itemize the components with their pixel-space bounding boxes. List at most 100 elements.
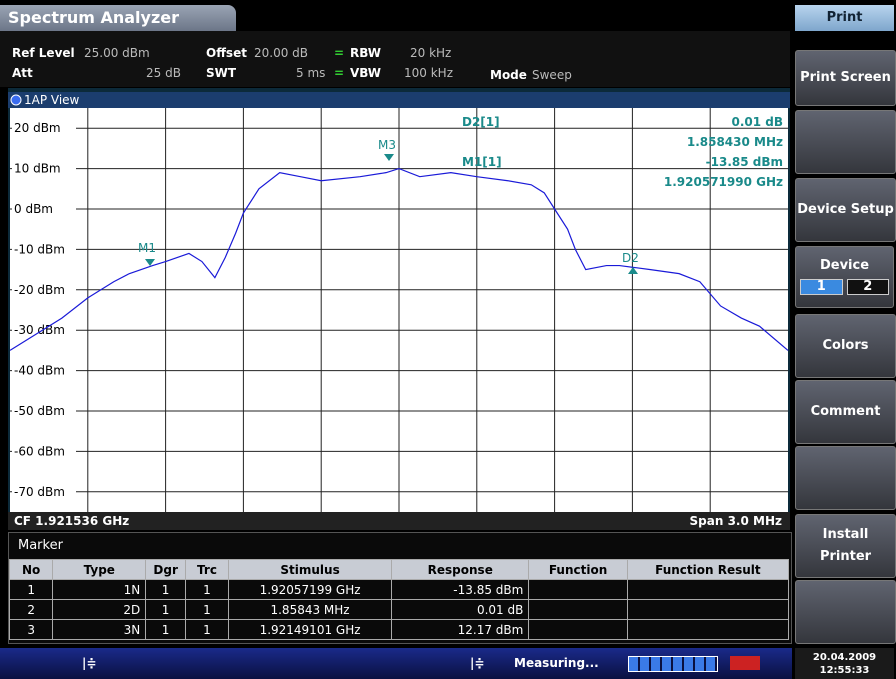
tick-label-bg [12, 281, 76, 298]
cell: 12.17 dBm [391, 619, 530, 640]
marker-row: 3 3N 1 1 1.92149101 GHz 12.17 dBm [8, 619, 790, 640]
marker-label: M3 [378, 138, 396, 152]
menu-title: Print [795, 5, 894, 31]
mode-value: Sweep [532, 68, 572, 82]
y-tick-label: 20 dBm [14, 121, 61, 135]
device-setup-button[interactable]: Device Setup [795, 178, 896, 242]
cell: 1 [145, 599, 187, 620]
button-label: Print Screen [800, 70, 891, 85]
vbw-value: 100 kHz [404, 66, 453, 80]
column-header: Response [391, 559, 530, 580]
span: Span 3.0 MHz [690, 514, 782, 528]
y-tick-label: -20 dBm [14, 283, 65, 297]
column-header: Stimulus [227, 559, 393, 580]
cell: 1 [145, 619, 187, 640]
cell [528, 619, 628, 640]
cell: 3 [8, 619, 54, 640]
column-header: Trc [185, 559, 229, 580]
app-tab[interactable]: Spectrum Analyzer [0, 5, 236, 31]
cell: -13.85 dBm [391, 579, 530, 600]
status-icon [730, 656, 760, 670]
button-label: Device [819, 258, 870, 273]
column-header: No [8, 559, 54, 580]
empty-button[interactable] [795, 446, 896, 510]
header-row: No Type Dgr Trc Stimulus Response Function Func… [8, 559, 790, 580]
y-tick-label: -30 dBm [14, 323, 65, 337]
marker-m1 [145, 259, 155, 266]
tick-label-bg [12, 201, 76, 217]
tick-label-bg [12, 403, 76, 419]
cell: 1N [52, 579, 147, 600]
button-label: Colors [822, 338, 869, 353]
cell: 1 [8, 579, 54, 600]
y-tick-label: 10 dBm [14, 162, 61, 176]
y-tick-label: -60 dBm [14, 444, 65, 458]
swt-label: SWT [206, 66, 237, 80]
comment-button[interactable]: Comment [795, 380, 896, 444]
coupling-icon: = [334, 66, 345, 80]
footer-bar [8, 512, 790, 530]
time: 12:55:33 [819, 665, 870, 676]
cell: 1 [185, 619, 229, 640]
mode-label: Mode [490, 68, 527, 82]
att-value: 25 dB [146, 66, 181, 80]
marker-info: 1.920571990 GHz [664, 175, 783, 189]
tick-label-bg [12, 241, 76, 258]
date: 20.04.2009 [812, 652, 877, 663]
scroll-icon[interactable]: |≑ [470, 656, 485, 670]
device-option[interactable]: 1 [800, 279, 843, 295]
tick-label-bg [12, 160, 76, 177]
y-tick-label: -10 dBm [14, 242, 65, 256]
rbw-value: 20 kHz [410, 46, 452, 60]
tick-label-bg [12, 322, 76, 339]
marker-m3 [384, 154, 394, 161]
device-option[interactable]: 2 [846, 279, 889, 295]
cell [626, 579, 790, 600]
rbw-label: RBW [350, 46, 381, 60]
column-header: Type [52, 559, 147, 580]
att-label: Att [12, 66, 33, 80]
trace [9, 167, 789, 351]
cell [528, 579, 628, 600]
install-printer-button[interactable]: Install Printer [795, 514, 896, 578]
tick-label-bg [12, 362, 76, 379]
settings-panel [0, 31, 790, 87]
status-text: Measuring... [514, 656, 599, 670]
offset-label: Offset [206, 46, 247, 60]
marker-info: D2[1] [462, 115, 500, 129]
scroll-icon[interactable]: |≑ [82, 656, 97, 670]
cell [626, 599, 790, 620]
cell: 3N [52, 619, 147, 640]
cell: 1 [145, 579, 187, 600]
cell: 0.01 dB [391, 599, 530, 620]
view-icon [10, 94, 22, 106]
offset-value: 20.00 dB [254, 46, 309, 60]
cell: 1 [185, 599, 229, 620]
ref-value: 25.00 dBm [84, 46, 150, 60]
y-tick-label: -40 dBm [14, 364, 65, 378]
marker-info: -13.85 dBm [706, 155, 783, 169]
button-label: Comment [810, 404, 881, 419]
marker-d2 [628, 267, 638, 274]
print-screen-button[interactable]: Print Screen [795, 50, 896, 106]
marker-title: Marker [18, 538, 63, 553]
y-tick-label: -50 dBm [14, 404, 65, 418]
button-label: Install Printer [819, 527, 872, 564]
progress-bar [628, 656, 718, 672]
empty-button[interactable] [795, 110, 896, 174]
colors-button[interactable]: Colors [795, 314, 896, 378]
clock: 20.04.2009 12:55:33 [795, 648, 894, 679]
cell: 2 [8, 599, 54, 620]
marker-label: M1 [138, 241, 156, 255]
tick-label-bg [12, 120, 76, 137]
empty-button[interactable] [795, 580, 896, 644]
cell: 1.92057199 GHz [227, 579, 393, 600]
plot: 1AP View 20 dBm 10 dBm 0 dBm -10 dBm -20 dBm… [8, 88, 790, 530]
cell: 1 [185, 579, 229, 600]
marker-info: 0.01 dB [731, 115, 783, 129]
marker-table: No Type Dgr Trc Stimulus Response Function Func… [8, 559, 790, 640]
marker-row: 2 2D 1 1 1.85843 MHz 0.01 dB [8, 599, 790, 620]
cell [528, 599, 628, 620]
